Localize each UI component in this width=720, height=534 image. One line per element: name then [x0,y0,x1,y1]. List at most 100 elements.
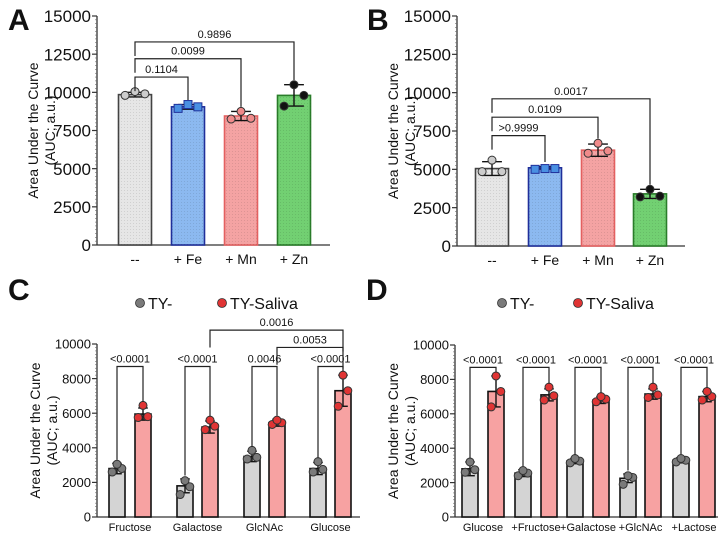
panel-c: C Area Under the Curve(AUC; a.u.) 0 2000 400… [8,274,360,534]
p-value-label: 0.0099 [171,46,205,58]
y-axis-label: Area Under the Curve(AUC; a.u.) [385,63,418,199]
y-tick-label: 7500 [53,122,91,141]
bar-texture [171,106,205,245]
p-value-label: <0.0001 [620,354,660,366]
x-category-label: Fructose [109,522,152,534]
data-point [193,102,203,112]
y-tick-label: 10000 [55,337,91,352]
y-tick-label: 2000 [420,475,449,490]
data-point [143,412,153,422]
data-point [333,401,343,411]
p-value-label: <0.0001 [516,354,556,366]
x-category-label: Glucose [463,522,503,534]
data-point [279,101,289,111]
data-point [112,459,122,469]
legend-label: TY- [510,296,534,313]
x-category-label: -- [130,251,140,267]
x-category-label: +Lactose [672,522,717,534]
data-point [487,155,497,165]
p-value-label: <0.0001 [310,353,350,365]
x-category-label: + Fe [531,252,560,268]
significance-bracket [491,135,546,162]
legend-marker [135,298,145,308]
data-point [308,467,318,477]
x-category-label: Glucose [310,522,350,534]
bar [201,426,219,518]
data-point [623,471,633,481]
data-point [343,386,353,396]
data-point [200,425,210,435]
bar-texture [224,115,258,245]
y-tick-label: 0 [82,236,91,255]
significance-bracket [680,366,708,455]
data-point [252,452,262,462]
bar [672,459,690,518]
y-tick-label: 0 [442,237,451,256]
data-point [635,192,645,202]
y-tick-label: 15000 [44,7,91,26]
x-category-label: +Galactose [560,522,616,534]
y-tick-label: 10000 [413,338,449,353]
data-point [175,490,185,500]
data-point [540,164,550,174]
bar [698,395,716,518]
significance-bracket [469,366,497,459]
data-point [210,421,220,431]
data-point [173,103,183,113]
y-axis-label-line: (AUC; a.u.) [44,395,60,465]
data-point [593,138,603,148]
data-point [653,390,663,400]
data-point [648,382,658,392]
data-point [242,454,252,464]
data-point [697,395,707,405]
data-point [583,148,593,158]
data-point [497,167,507,177]
bar [540,394,558,518]
significance-bracket [317,365,344,459]
y-tick-label: 2500 [413,199,451,218]
significance-bracket [491,116,599,139]
y-tick-label: 15000 [404,7,451,26]
p-value-label: <0.0001 [110,353,150,365]
x-category-label: + Zn [280,251,308,267]
p-value-label: <0.0001 [177,353,217,365]
significance-bracket [276,346,344,369]
data-point [676,454,686,464]
data-point [236,106,246,116]
significance-bracket [522,366,550,467]
data-point [313,457,323,467]
p-value-label: 0.0053 [293,334,327,346]
y-axis-label-line: Area Under the Curve [385,63,401,199]
panel-letter: A [8,4,30,37]
y-axis-label-line: Area Under the Curve [385,363,401,499]
panel-d: D Area Under the Curve(AUC; a.u.) 0 2000 400… [366,274,718,534]
p-value-label: 0.0109 [528,104,562,116]
y-tick-label: 4000 [420,441,449,456]
data-point [205,415,215,425]
y-tick-label: 12500 [44,45,91,64]
legend-marker [573,298,583,308]
data-point [477,167,487,177]
data-point [544,382,554,392]
y-tick-label: 5000 [413,160,451,179]
y-axis-label-line: Area Under the Curve [25,62,41,198]
y-axis-label-line: (AUC; a.u.) [402,396,418,466]
y-tick-label: 0 [442,510,449,525]
p-value-label: <0.0001 [674,354,714,366]
y-tick-label: 10000 [44,83,91,102]
data-point [550,164,560,174]
p-value-label: 0.1104 [145,64,178,76]
bar-texture [475,168,509,246]
significance-bracket [251,365,278,447]
significance-bracket [491,98,651,185]
data-point [180,476,190,486]
data-point [460,467,470,477]
bar [644,393,662,518]
data-point [570,454,580,464]
significance-bracket [627,366,654,471]
data-point [120,90,130,100]
data-point [603,146,613,156]
x-category-label: + Zn [636,252,664,268]
data-point [618,479,628,489]
